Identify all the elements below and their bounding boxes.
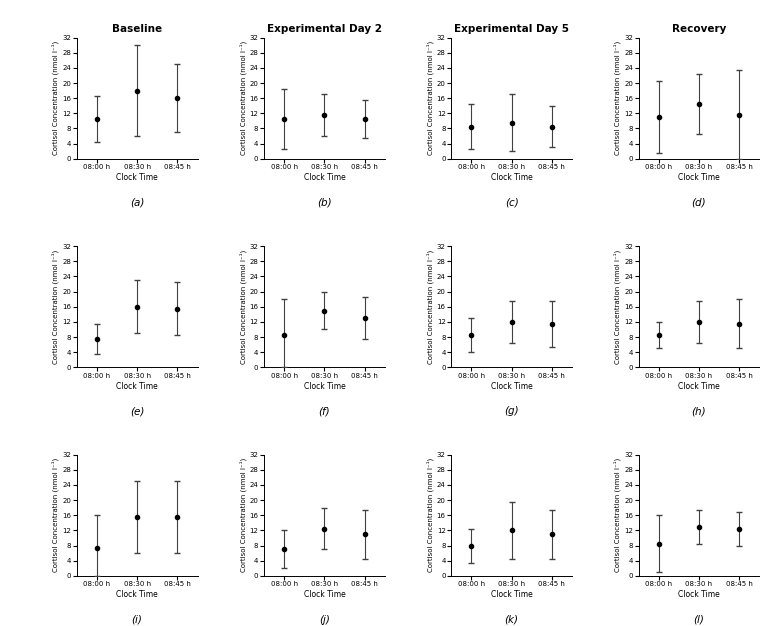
- Text: (g): (g): [505, 406, 519, 416]
- Y-axis label: Cortisol Concentration (nmol l⁻¹): Cortisol Concentration (nmol l⁻¹): [614, 250, 621, 364]
- Y-axis label: Cortisol Concentration (nmol l⁻¹): Cortisol Concentration (nmol l⁻¹): [52, 250, 59, 364]
- X-axis label: Clock Time: Clock Time: [117, 590, 158, 599]
- Y-axis label: Cortisol Concentration (nmol l⁻¹): Cortisol Concentration (nmol l⁻¹): [614, 41, 621, 155]
- X-axis label: Clock Time: Clock Time: [304, 382, 345, 391]
- X-axis label: Clock Time: Clock Time: [304, 590, 345, 599]
- X-axis label: Clock Time: Clock Time: [491, 173, 532, 182]
- Title: Experimental Day 5: Experimental Day 5: [454, 24, 569, 34]
- Y-axis label: Cortisol Concentration (nmol l⁻¹): Cortisol Concentration (nmol l⁻¹): [426, 458, 434, 572]
- Text: (a): (a): [130, 198, 144, 208]
- X-axis label: Clock Time: Clock Time: [491, 590, 532, 599]
- Y-axis label: Cortisol Concentration (nmol l⁻¹): Cortisol Concentration (nmol l⁻¹): [239, 250, 247, 364]
- Y-axis label: Cortisol Concentration (nmol l⁻¹): Cortisol Concentration (nmol l⁻¹): [426, 250, 434, 364]
- Text: (h): (h): [692, 406, 706, 416]
- Y-axis label: Cortisol Concentration (nmol l⁻¹): Cortisol Concentration (nmol l⁻¹): [614, 458, 621, 572]
- Y-axis label: Cortisol Concentration (nmol l⁻¹): Cortisol Concentration (nmol l⁻¹): [239, 41, 247, 155]
- X-axis label: Clock Time: Clock Time: [117, 173, 158, 182]
- X-axis label: Clock Time: Clock Time: [678, 382, 719, 391]
- Text: (f): (f): [318, 406, 330, 416]
- Text: (e): (e): [130, 406, 144, 416]
- Text: (l): (l): [693, 615, 704, 625]
- X-axis label: Clock Time: Clock Time: [304, 173, 345, 182]
- Y-axis label: Cortisol Concentration (nmol l⁻¹): Cortisol Concentration (nmol l⁻¹): [52, 41, 59, 155]
- X-axis label: Clock Time: Clock Time: [117, 382, 158, 391]
- X-axis label: Clock Time: Clock Time: [678, 173, 719, 182]
- Text: (k): (k): [505, 615, 518, 625]
- Y-axis label: Cortisol Concentration (nmol l⁻¹): Cortisol Concentration (nmol l⁻¹): [52, 458, 59, 572]
- Title: Baseline: Baseline: [112, 24, 162, 34]
- Text: (i): (i): [132, 615, 143, 625]
- Text: (c): (c): [505, 198, 518, 208]
- Text: (d): (d): [692, 198, 706, 208]
- Y-axis label: Cortisol Concentration (nmol l⁻¹): Cortisol Concentration (nmol l⁻¹): [426, 41, 434, 155]
- Title: Experimental Day 2: Experimental Day 2: [267, 24, 382, 34]
- Text: (j): (j): [319, 615, 330, 625]
- Text: (b): (b): [317, 198, 331, 208]
- Y-axis label: Cortisol Concentration (nmol l⁻¹): Cortisol Concentration (nmol l⁻¹): [239, 458, 247, 572]
- X-axis label: Clock Time: Clock Time: [491, 382, 532, 391]
- Title: Recovery: Recovery: [672, 24, 726, 34]
- X-axis label: Clock Time: Clock Time: [678, 590, 719, 599]
